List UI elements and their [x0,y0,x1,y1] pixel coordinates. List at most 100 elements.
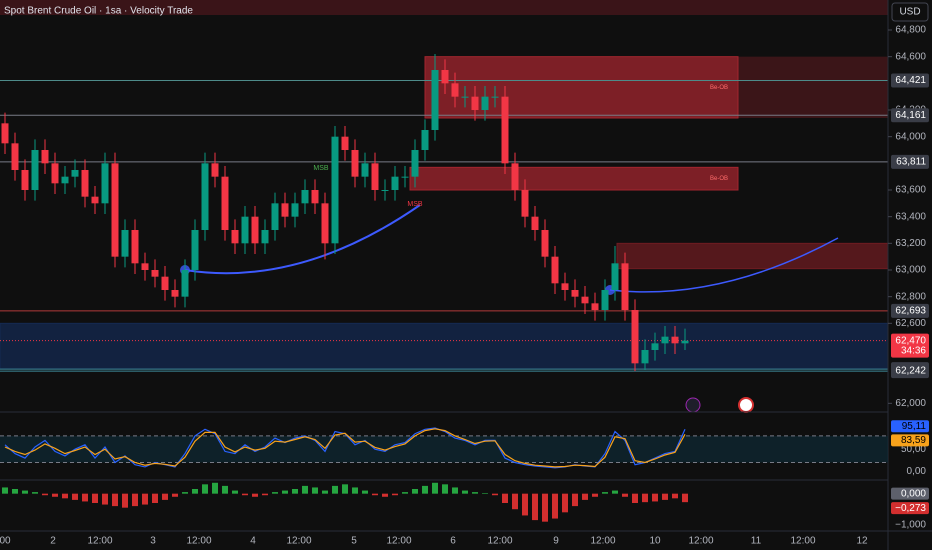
candle-body [671,336,679,344]
candle-body [591,303,599,310]
macd-bar [652,493,658,502]
level-label-box [891,154,929,169]
macd-bar [242,493,248,496]
candle-body [601,290,609,310]
x-tick-label: 12:00 [487,536,512,547]
y-tick-label: 62,000 [895,398,926,409]
candle-body [541,230,549,257]
chart-title: Spot Brent Crude Oil · 1sa · Velocity Tr… [4,6,193,17]
candle-body [321,203,329,244]
candle-body [101,163,109,204]
macd-bar [492,493,498,496]
candle-body [201,163,209,230]
event-icon[interactable] [738,397,754,413]
x-tick-label: 12:00 [590,536,615,547]
macd-bar [402,492,408,494]
level-label-box [891,364,929,379]
candle-body [181,270,189,297]
candle-body [231,230,239,244]
macd-bar [532,493,538,521]
macd-bar [252,493,258,497]
y-tick-label: 62,800 [895,291,926,302]
trend-curve [184,204,421,275]
level-label: 62,693 [895,306,926,317]
candle-body [621,263,629,310]
price-axis: 64,80064,60064,20064,00063,60063,40063,2… [0,25,929,547]
last-price-box [891,333,929,358]
macd-bar [352,487,358,494]
candle-body [681,340,689,344]
candle-body [311,190,319,204]
macd-bar [642,493,648,503]
top-band [0,0,888,15]
x-tick-label: 12:00 [186,536,211,547]
macd-bar [272,492,278,494]
level-label: 64,421 [895,75,926,86]
x-tick-label: 3 [150,536,156,547]
candle-body [41,150,49,164]
level-label-box [891,73,929,88]
osc-line [4,428,686,468]
countdown: 34:36 [901,345,926,356]
macd-bar [592,493,598,497]
level-label: 62,242 [895,366,926,377]
x-tick-label: 10 [649,536,661,547]
x-tick-label: 00 [0,536,11,547]
candle-body [341,136,349,150]
level-label: 64,161 [895,110,926,121]
macd-bar [112,493,118,507]
candle-body [411,150,419,177]
last-price-label: 62,470 [895,335,926,346]
y-tick-label: 0,000 [901,488,926,499]
candle-body [171,290,179,297]
zone-extension [738,56,888,118]
macd-bar [662,493,668,500]
candle-body [91,196,99,204]
candle-body [271,203,279,230]
candle-body [441,70,449,84]
macd-bar [162,493,168,500]
macd-bar [22,490,28,494]
x-tick-label: 5 [351,536,357,547]
macd-bar [342,484,348,494]
level-label-box [891,108,929,123]
candle-body [451,83,459,97]
currency-label[interactable]: USD [899,7,920,18]
macd-bar [382,493,388,497]
x-tick-label: 6 [450,536,456,547]
candle-body [641,350,649,364]
macd-bar [612,490,618,494]
candle-body [51,163,59,184]
macd-bar [362,490,368,494]
candle-body [361,163,369,177]
candle-body [661,336,669,344]
candle-body [331,136,339,244]
currency-button[interactable] [891,2,929,22]
y-tick-label: 64,800 [895,25,926,36]
macd-bar [42,493,48,496]
macd-bar [32,492,38,494]
candle-body [531,216,539,230]
macd-bar [442,484,448,494]
candle-body [611,263,619,290]
candle-body [111,163,119,257]
candle-body [31,150,39,190]
candles [1,54,689,372]
y-tick-label: 63,000 [895,265,926,276]
candle-body [651,343,659,350]
macd-bar [122,493,128,508]
macd-bar [82,493,88,502]
macd-bar [372,493,378,496]
macd-bar [422,485,428,494]
macd-bar [302,485,308,494]
y-tick-label: 0,00 [907,466,927,477]
x-tick-label: 12:00 [688,536,713,547]
macd-bar [202,484,208,494]
macd-bar [552,493,558,519]
macd-bar [92,493,98,503]
candle-body [481,96,489,110]
candle-body [191,230,199,270]
event-icon[interactable] [685,397,701,413]
x-tick-label: 12:00 [790,536,815,547]
macd-bar [522,493,528,516]
